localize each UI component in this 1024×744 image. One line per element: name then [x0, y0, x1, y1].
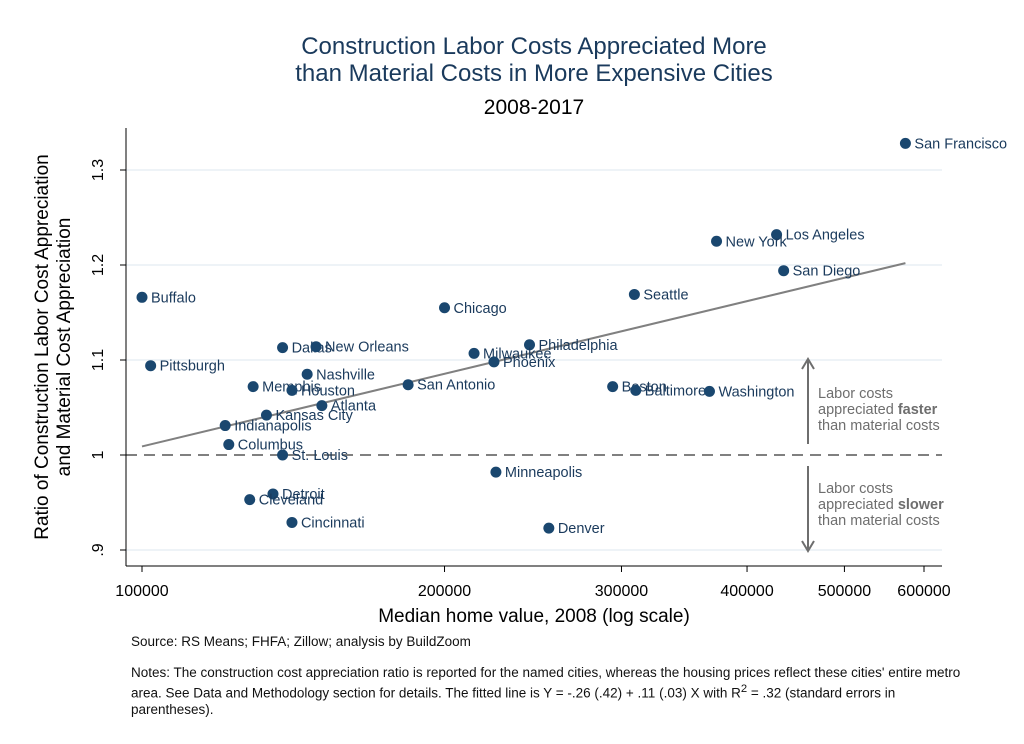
- point-label: Milwaukee: [483, 346, 551, 362]
- data-point: [244, 494, 256, 506]
- data-point: [628, 288, 640, 300]
- y-tick-label: 1.3: [90, 159, 107, 181]
- notes-r: R: [731, 685, 741, 701]
- point-label: New York: [726, 234, 788, 250]
- annotation-faster-line1: Labor costs: [818, 386, 893, 402]
- y-axis-label-line2: and Material Cost Appreciation: [54, 218, 75, 477]
- y-tick-label: 1.1: [90, 349, 107, 371]
- point-label: Seattle: [643, 287, 688, 303]
- point-label: Cincinnati: [301, 515, 365, 531]
- annotation-faster-emphasis: faster: [898, 402, 938, 418]
- scatter-chart: .9 1 1.1 1.2 1.3 100000 200000 300000 400000 5000…: [32, 33, 1008, 627]
- data-point: [277, 342, 289, 354]
- point-label: Los Angeles: [786, 228, 865, 244]
- data-point: [316, 400, 328, 412]
- point-label: San Francisco: [914, 136, 1007, 152]
- point-label: Minneapolis: [505, 465, 582, 481]
- data-point: [703, 385, 715, 397]
- data-point: [490, 466, 502, 478]
- data-point: [488, 356, 500, 368]
- point-label: Nashville: [316, 367, 375, 383]
- data-point: [286, 516, 298, 528]
- y-tick-label: 1: [90, 450, 107, 459]
- annotation-faster-line3: than material costs: [818, 418, 940, 434]
- chart-title-line1: Construction Labor Costs Appreciated Mor…: [301, 33, 767, 60]
- point-label: Chicago: [454, 301, 507, 317]
- point-label: Atlanta: [331, 399, 377, 415]
- data-point: [543, 522, 555, 534]
- notes-superscript: 2: [740, 683, 748, 695]
- data-point: [468, 347, 480, 359]
- data-point: [630, 384, 642, 396]
- x-tick-label: 200000: [418, 583, 471, 600]
- x-tick-label: 400000: [720, 583, 773, 600]
- point-label: Kansas City: [275, 408, 353, 424]
- chart-subtitle: 2008-2017: [484, 96, 584, 119]
- data-point: [219, 420, 231, 432]
- x-axis-label: Median home value, 2008 (log scale): [378, 606, 690, 627]
- annotation-slower-line2: appreciated: [818, 497, 898, 513]
- data-point: [247, 381, 259, 393]
- point-label: San Diego: [793, 264, 861, 280]
- data-point: [771, 229, 783, 241]
- data-point: [277, 449, 289, 461]
- data-point: [260, 409, 272, 421]
- data-point: [286, 384, 298, 396]
- data-point: [402, 379, 414, 391]
- chart-title-line2: than Material Costs in More Expensive Ci…: [295, 60, 773, 87]
- point-label: Detroit: [282, 487, 325, 503]
- point-label: Washington: [718, 384, 794, 400]
- data-point: [223, 439, 235, 451]
- point-label: Baltimore: [645, 383, 706, 399]
- data-point: [439, 302, 451, 314]
- point-label: New Orleans: [325, 340, 409, 356]
- y-axis-label-line1: Ratio of Construction Labor Cost Appreci…: [32, 154, 53, 540]
- annotation-faster: Labor costs appreciated faster than materi…: [818, 386, 940, 434]
- methodology-notes: Notes: The construction cost appreciatio…: [131, 665, 971, 718]
- notes-end: = .32 (standard errors in parentheses).: [131, 685, 896, 717]
- x-tick-label: 300000: [595, 583, 648, 600]
- point-label: St. Louis: [292, 448, 348, 464]
- y-tick-label: 1.2: [90, 254, 107, 276]
- data-point: [711, 235, 723, 247]
- data-point: [145, 360, 157, 372]
- point-label: San Antonio: [417, 378, 495, 394]
- x-tick-label: 500000: [818, 583, 871, 600]
- point-label: Buffalo: [151, 290, 196, 306]
- data-point: [301, 368, 313, 380]
- x-tick-label: 600000: [897, 583, 950, 600]
- point-label: Denver: [558, 521, 605, 537]
- data-point: [778, 265, 790, 277]
- point-label: Philadelphia: [539, 338, 619, 354]
- data-point: [267, 488, 279, 500]
- point-label: Cleveland: [259, 493, 324, 509]
- data-point: [607, 381, 619, 393]
- point-label: Pittsburgh: [160, 359, 225, 375]
- annotation-slower-line3: than material costs: [818, 513, 940, 529]
- data-point: [136, 291, 148, 303]
- point-label: Phoenix: [503, 355, 556, 371]
- data-point: [899, 137, 911, 149]
- data-point: [524, 339, 536, 351]
- arrow-up-head: [801, 357, 815, 370]
- point-label: Houston: [301, 383, 355, 399]
- data-point: [310, 341, 322, 353]
- annotation-slower-line1: Labor costs: [818, 481, 893, 497]
- y-tick-label: .9: [90, 543, 107, 556]
- notes-text: Notes: The construction cost appreciatio…: [131, 665, 961, 701]
- annotation-slower: Labor costs appreciated slower than materi…: [818, 481, 944, 529]
- annotation-faster-line2: appreciated: [818, 402, 898, 418]
- x-tick-label: 100000: [115, 583, 168, 600]
- point-label: Indianapolis: [234, 419, 311, 435]
- source-note: Source: RS Means; FHFA; Zillow; analysis…: [131, 634, 471, 649]
- point-label: Columbus: [238, 438, 303, 454]
- annotation-slower-emphasis: slower: [898, 497, 944, 513]
- arrow-down-head: [801, 540, 815, 553]
